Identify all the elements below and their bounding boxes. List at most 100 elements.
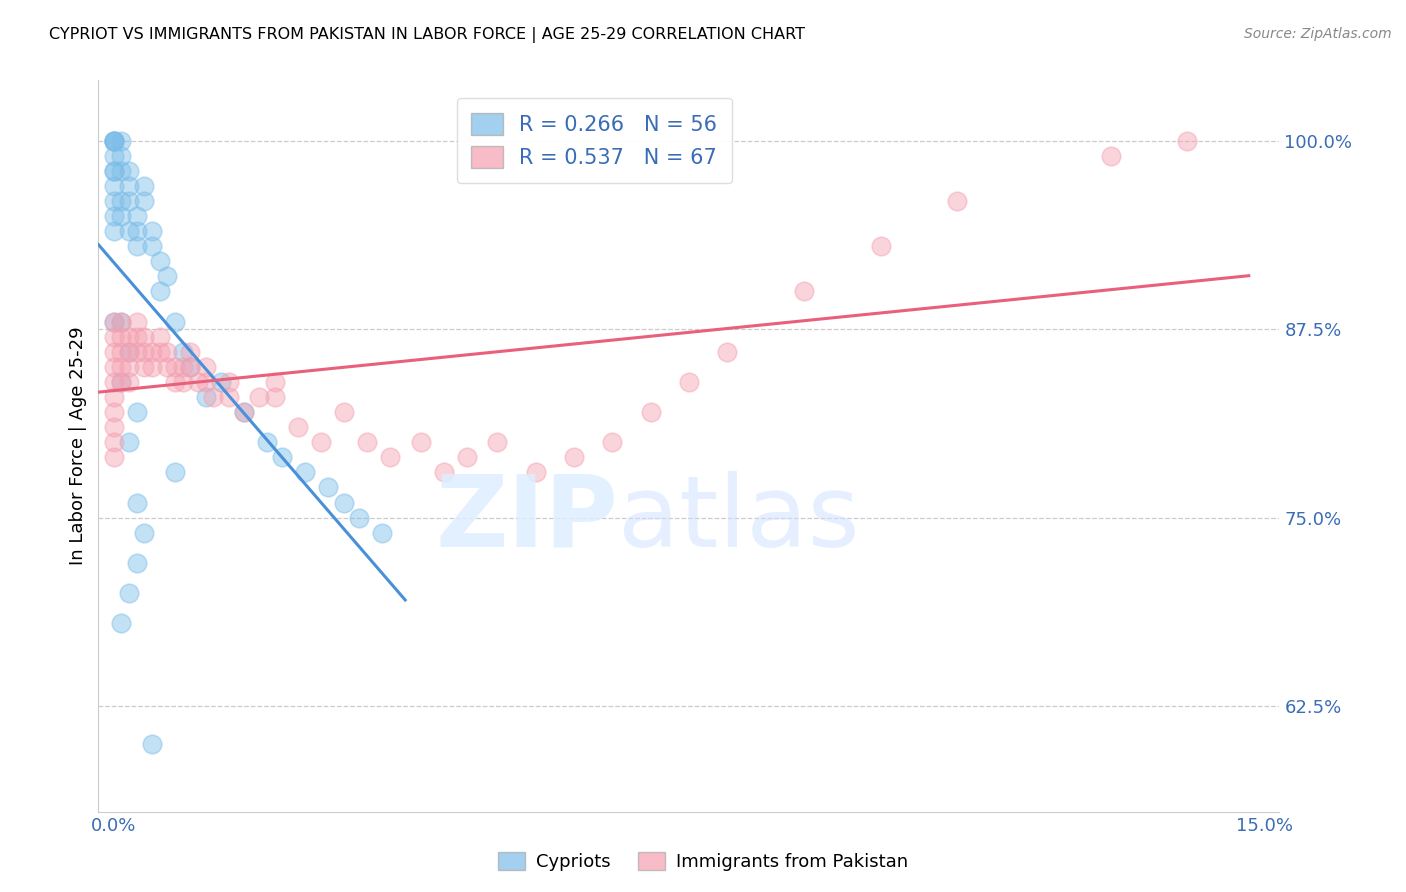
Point: [562, 450, 585, 465]
Point: [118, 435, 141, 450]
Point: [141, 224, 163, 238]
Point: [218, 375, 240, 389]
Point: [103, 420, 125, 434]
Point: [103, 315, 125, 329]
Point: [456, 450, 478, 465]
Point: [263, 375, 285, 389]
Point: [134, 359, 156, 374]
Point: [524, 466, 547, 480]
Point: [409, 435, 432, 450]
Point: [149, 344, 172, 359]
Point: [103, 359, 125, 374]
Point: [103, 329, 125, 343]
Point: [118, 375, 141, 389]
Point: [793, 285, 815, 299]
Point: [103, 194, 125, 208]
Point: [149, 285, 172, 299]
Point: [103, 178, 125, 193]
Point: [233, 405, 256, 419]
Text: atlas: atlas: [619, 471, 859, 567]
Text: Source: ZipAtlas.com: Source: ZipAtlas.com: [1244, 27, 1392, 41]
Point: [165, 466, 187, 480]
Point: [263, 390, 285, 404]
Point: [194, 359, 217, 374]
Point: [110, 315, 132, 329]
Point: [110, 134, 132, 148]
Point: [202, 390, 225, 404]
Point: [172, 359, 194, 374]
Point: [287, 420, 309, 434]
Point: [103, 344, 125, 359]
Point: [318, 480, 340, 494]
Point: [141, 344, 163, 359]
Point: [118, 329, 141, 343]
Point: [118, 359, 141, 374]
Point: [103, 134, 125, 148]
Point: [118, 586, 141, 600]
Point: [118, 194, 141, 208]
Point: [103, 163, 125, 178]
Point: [378, 450, 401, 465]
Point: [156, 344, 179, 359]
Point: [134, 525, 156, 540]
Point: [249, 390, 271, 404]
Point: [125, 239, 148, 253]
Point: [103, 450, 125, 465]
Point: [486, 435, 509, 450]
Point: [103, 163, 125, 178]
Point: [118, 344, 141, 359]
Point: [600, 435, 623, 450]
Point: [125, 224, 148, 238]
Point: [1177, 134, 1199, 148]
Point: [165, 315, 187, 329]
Point: [271, 450, 294, 465]
Point: [172, 344, 194, 359]
Point: [125, 209, 148, 223]
Point: [156, 359, 179, 374]
Point: [716, 344, 738, 359]
Point: [141, 359, 163, 374]
Point: [141, 737, 163, 751]
Point: [371, 525, 394, 540]
Point: [118, 344, 141, 359]
Point: [194, 390, 217, 404]
Point: [125, 556, 148, 570]
Point: [165, 375, 187, 389]
Point: [333, 495, 356, 509]
Point: [103, 134, 125, 148]
Point: [294, 466, 316, 480]
Point: [103, 209, 125, 223]
Point: [356, 435, 378, 450]
Point: [1099, 149, 1122, 163]
Point: [110, 163, 132, 178]
Point: [194, 375, 217, 389]
Point: [118, 178, 141, 193]
Point: [309, 435, 332, 450]
Point: [165, 359, 187, 374]
Point: [187, 375, 209, 389]
Point: [869, 239, 891, 253]
Point: [110, 344, 132, 359]
Point: [103, 224, 125, 238]
Point: [110, 209, 132, 223]
Point: [172, 375, 194, 389]
Point: [125, 315, 148, 329]
Point: [110, 375, 132, 389]
Point: [946, 194, 969, 208]
Point: [103, 435, 125, 450]
Point: [110, 194, 132, 208]
Point: [125, 344, 148, 359]
Text: ZIP: ZIP: [436, 471, 619, 567]
Point: [640, 405, 662, 419]
Point: [156, 269, 179, 284]
Point: [125, 405, 148, 419]
Point: [110, 616, 132, 631]
Point: [134, 178, 156, 193]
Point: [179, 359, 201, 374]
Point: [103, 390, 125, 404]
Text: CYPRIOT VS IMMIGRANTS FROM PAKISTAN IN LABOR FORCE | AGE 25-29 CORRELATION CHART: CYPRIOT VS IMMIGRANTS FROM PAKISTAN IN L…: [49, 27, 806, 43]
Point: [432, 466, 454, 480]
Point: [333, 405, 356, 419]
Point: [678, 375, 700, 389]
Point: [110, 149, 132, 163]
